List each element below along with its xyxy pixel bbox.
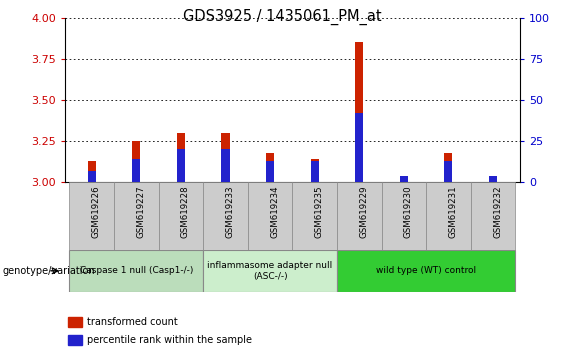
Bar: [337, 250, 515, 292]
Bar: [177, 133, 185, 182]
Bar: [68, 317, 82, 327]
Bar: [221, 133, 229, 182]
Bar: [400, 179, 408, 182]
Text: GSM619229: GSM619229: [359, 185, 368, 238]
Bar: [266, 153, 274, 182]
Text: GSM619226: GSM619226: [92, 185, 101, 238]
Bar: [203, 182, 248, 250]
Text: GSM619228: GSM619228: [181, 185, 190, 238]
Text: GSM619234: GSM619234: [270, 185, 279, 238]
Bar: [471, 182, 515, 250]
Bar: [311, 161, 319, 182]
Text: GSM619232: GSM619232: [493, 185, 502, 238]
Bar: [445, 153, 453, 182]
Text: GSM619231: GSM619231: [449, 185, 458, 238]
Text: transformed count: transformed count: [87, 317, 178, 327]
Bar: [355, 42, 363, 182]
Bar: [337, 182, 381, 250]
Bar: [489, 179, 497, 182]
Bar: [381, 182, 426, 250]
Text: percentile rank within the sample: percentile rank within the sample: [87, 335, 252, 345]
Bar: [203, 250, 337, 292]
Bar: [69, 182, 114, 250]
Text: GSM619230: GSM619230: [404, 185, 413, 238]
Bar: [266, 161, 274, 182]
Bar: [221, 149, 229, 182]
Bar: [311, 159, 319, 182]
Bar: [355, 113, 363, 182]
Bar: [159, 182, 203, 250]
Text: genotype/variation: genotype/variation: [3, 266, 95, 276]
Bar: [132, 159, 140, 182]
Text: wild type (WT) control: wild type (WT) control: [376, 266, 476, 275]
Bar: [400, 176, 408, 182]
Bar: [114, 182, 159, 250]
Bar: [68, 335, 82, 345]
Bar: [88, 171, 95, 182]
Bar: [489, 176, 497, 182]
Text: GDS3925 / 1435061_PM_at: GDS3925 / 1435061_PM_at: [183, 9, 382, 25]
Bar: [69, 250, 203, 292]
Text: GSM619233: GSM619233: [225, 185, 234, 238]
Bar: [88, 161, 95, 182]
Bar: [132, 141, 140, 182]
Bar: [177, 149, 185, 182]
Text: Caspase 1 null (Casp1-/-): Caspase 1 null (Casp1-/-): [80, 266, 193, 275]
Bar: [426, 182, 471, 250]
Text: GSM619227: GSM619227: [136, 185, 145, 238]
Bar: [248, 182, 293, 250]
Bar: [445, 161, 453, 182]
Text: GSM619235: GSM619235: [315, 185, 324, 238]
Text: inflammasome adapter null
(ASC-/-): inflammasome adapter null (ASC-/-): [207, 261, 333, 280]
Bar: [293, 182, 337, 250]
